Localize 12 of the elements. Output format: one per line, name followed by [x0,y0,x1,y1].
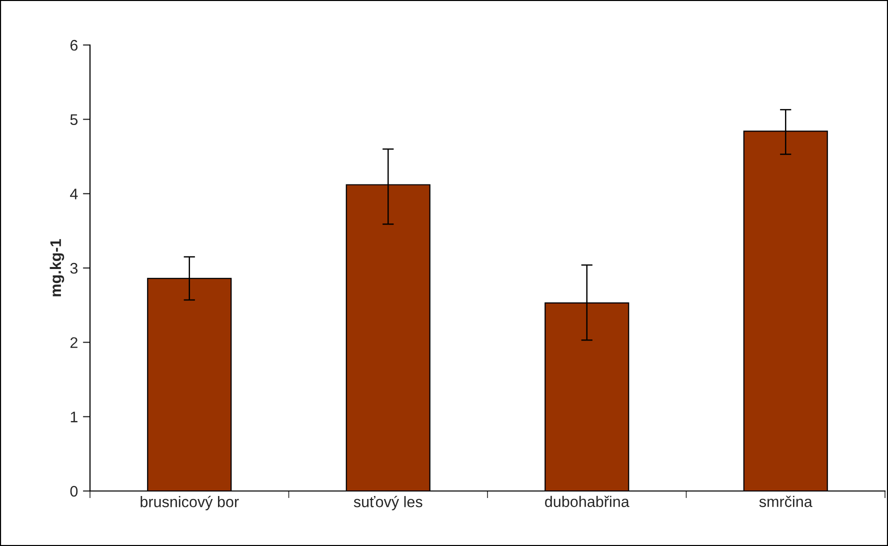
y-tick-label: 2 [70,337,78,348]
y-tick-label: 6 [70,40,78,51]
y-tick-label: 4 [70,188,78,200]
x-tick-label: suťový les [354,496,422,510]
y-tick-label: 0 [70,486,78,497]
y-tick-label: 1 [70,412,78,422]
x-tick-label: smrčina [759,496,812,508]
x-tick-label: dubohabřina [545,496,630,508]
y-tick-label: 5 [70,114,78,126]
x-tick-label: brusnicový bor [140,496,239,510]
y-axis-title: mg.kg-1 [50,239,64,296]
y-tick-label: 3 [70,262,78,274]
